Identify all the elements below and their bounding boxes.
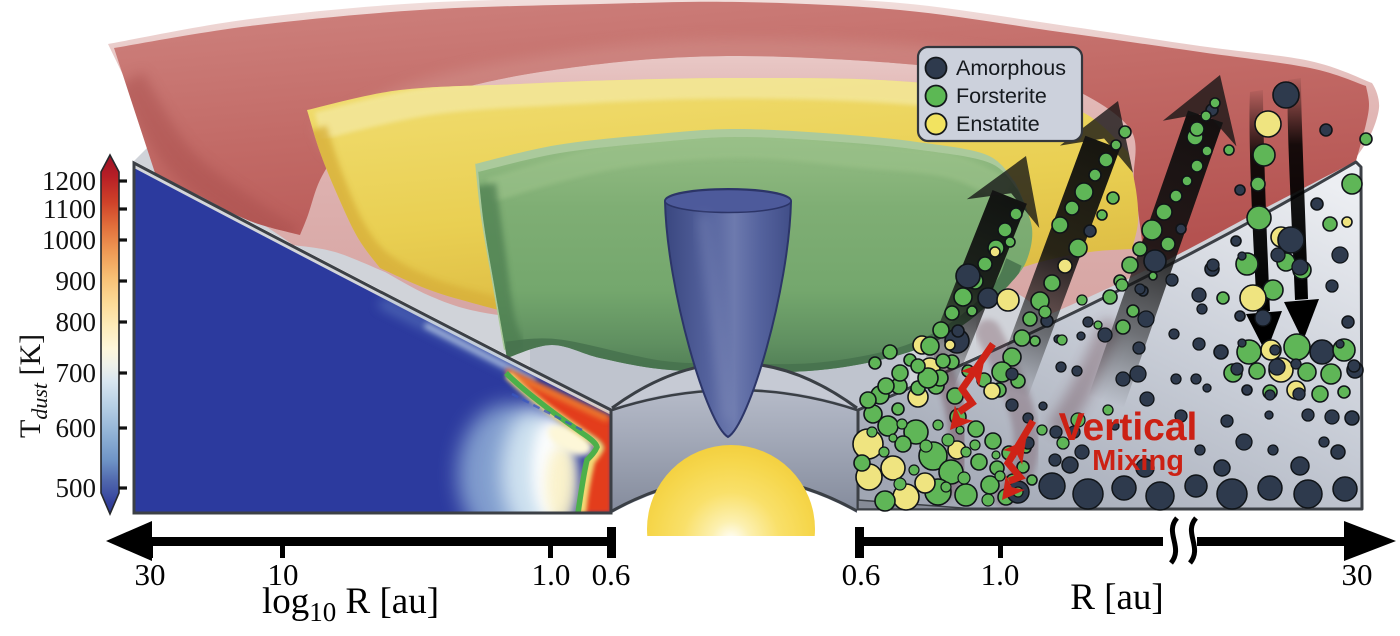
svg-text:R [au]: R [au] (1070, 577, 1164, 618)
svg-text:Forsterite: Forsterite (956, 84, 1047, 108)
svg-text:0.6: 0.6 (592, 557, 631, 592)
svg-text:600: 600 (56, 413, 97, 443)
svg-text:800: 800 (56, 307, 97, 337)
svg-text:1200: 1200 (42, 166, 96, 196)
svg-text:0.6: 0.6 (842, 557, 881, 592)
svg-text:30: 30 (1342, 557, 1373, 592)
svg-text:Enstatite: Enstatite (956, 112, 1040, 136)
svg-text:1.0: 1.0 (532, 557, 571, 592)
svg-text:1000: 1000 (42, 225, 96, 255)
svg-text:30: 30 (135, 557, 166, 592)
svg-text:10: 10 (268, 557, 299, 592)
svg-text:Amorphous: Amorphous (956, 56, 1066, 80)
svg-text:700: 700 (56, 358, 97, 388)
svg-text:log10 R [au]: log10 R [au] (262, 581, 439, 627)
svg-text:Vertical: Vertical (1059, 406, 1198, 449)
svg-text:900: 900 (56, 266, 97, 296)
svg-text:Tdust [K]: Tdust [K] (14, 334, 52, 438)
svg-text:1100: 1100 (43, 194, 96, 224)
svg-text:Mixing: Mixing (1092, 445, 1184, 477)
svg-text:500: 500 (56, 473, 97, 503)
svg-text:1.0: 1.0 (981, 557, 1020, 592)
